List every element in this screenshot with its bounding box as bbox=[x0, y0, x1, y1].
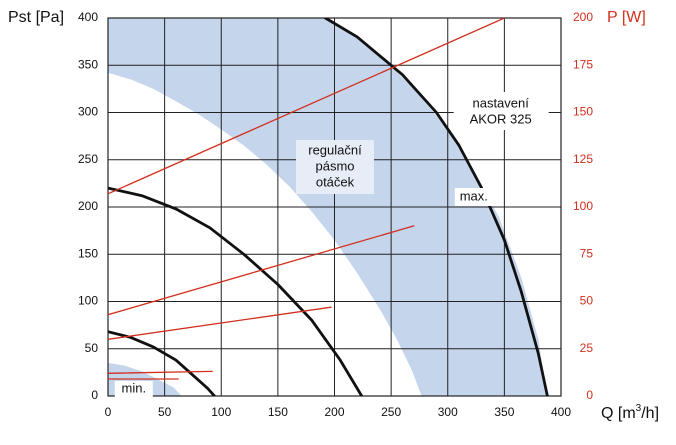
max-label-box bbox=[454, 188, 493, 206]
y-tick-label: 400 bbox=[78, 10, 98, 24]
fan-curve bbox=[108, 330, 216, 396]
y2-tick-label: 175 bbox=[573, 57, 593, 71]
band-label-box bbox=[296, 140, 374, 194]
y-tick-label: 350 bbox=[78, 57, 98, 71]
y2-axis-title: P [W] bbox=[607, 9, 646, 26]
akor-label-text: AKOR 325 bbox=[470, 111, 532, 126]
min-label-box bbox=[114, 381, 153, 397]
y2-tick-label: 100 bbox=[573, 199, 593, 213]
y-tick-label: 300 bbox=[78, 105, 98, 119]
y-tick-label: 150 bbox=[78, 246, 98, 260]
band-label-text: pásmo bbox=[315, 158, 354, 173]
fan-curve bbox=[108, 186, 364, 396]
x-tick-label: 150 bbox=[268, 405, 288, 419]
y2-tick-label: 25 bbox=[580, 341, 594, 355]
y-tick-label: 100 bbox=[78, 294, 98, 308]
x-axis-title-sup: 3 bbox=[636, 403, 642, 414]
y2-tick-label: 125 bbox=[573, 152, 593, 166]
x-tick-label: 0 bbox=[105, 405, 112, 419]
x-axis-title: Q [m3/h] bbox=[601, 403, 659, 423]
x-tick-label: 400 bbox=[551, 405, 571, 419]
x-tick-label: 200 bbox=[324, 405, 344, 419]
fan-curve bbox=[323, 18, 549, 396]
y2-tick-label: 200 bbox=[573, 10, 593, 24]
x-axis-title-part: Q [m bbox=[601, 405, 636, 422]
y2-tick-label: 0 bbox=[586, 388, 593, 402]
min-label-text: min. bbox=[122, 380, 147, 395]
y-axis-title: Pst [Pa] bbox=[8, 9, 64, 26]
x-tick-label: 300 bbox=[438, 405, 458, 419]
x-tick-label: 350 bbox=[494, 405, 514, 419]
plot-frame bbox=[107, 17, 562, 397]
akor-label-text: nastavení bbox=[472, 95, 529, 110]
y-tick-label: 0 bbox=[91, 388, 98, 402]
y2-tick-label: 150 bbox=[573, 105, 593, 119]
y-tick-label: 250 bbox=[78, 152, 98, 166]
band-label-text: regulační bbox=[308, 142, 362, 157]
power-line bbox=[108, 225, 415, 316]
power-line bbox=[108, 306, 332, 340]
power-line bbox=[108, 370, 213, 374]
power-line bbox=[108, 18, 506, 195]
y-tick-label: 50 bbox=[85, 341, 99, 355]
y2-tick-label: 75 bbox=[580, 246, 594, 260]
y-tick-label: 200 bbox=[78, 199, 98, 213]
x-tick-label: 250 bbox=[381, 405, 401, 419]
akor-label-box bbox=[453, 92, 549, 130]
y2-tick-label: 50 bbox=[580, 294, 594, 308]
x-tick-label: 50 bbox=[158, 405, 172, 419]
band-label-text: otáček bbox=[316, 174, 355, 189]
x-axis-title-part: /h] bbox=[641, 405, 659, 422]
x-tick-label: 100 bbox=[211, 405, 231, 419]
max-label-text: max. bbox=[460, 188, 488, 203]
